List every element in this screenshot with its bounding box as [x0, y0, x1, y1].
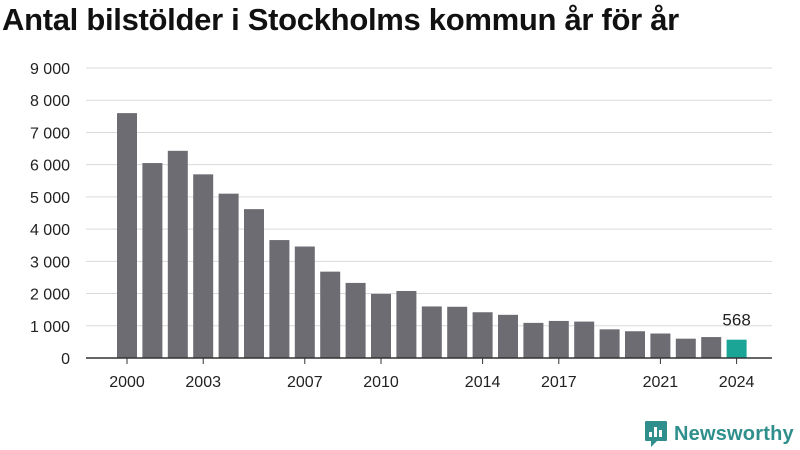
bar [244, 209, 264, 358]
y-tick-label: 5 000 [30, 190, 70, 207]
x-axis-tick-labels: 2000 2003 2007 2010 2014 2017 2021 2024 [109, 374, 754, 391]
y-tick-label: 9 000 [30, 61, 70, 78]
y-tick-label: 7 000 [30, 125, 70, 142]
bar [320, 271, 341, 358]
bar [447, 306, 468, 358]
y-tick-label: 4 000 [30, 222, 70, 239]
newsworthy-logo: Newsworthy [644, 419, 794, 449]
bar [625, 331, 645, 358]
y-tick-label: 6 000 [30, 158, 70, 175]
y-tick-label: 8 000 [30, 93, 70, 110]
newsworthy-logo-icon [645, 421, 667, 447]
bar [117, 113, 137, 358]
bar [294, 246, 315, 358]
bar [523, 322, 544, 358]
bar [498, 314, 518, 358]
gridlines [86, 67, 772, 327]
bar [371, 293, 391, 358]
chart-title: Antal bilstölder i Stockholms kommun år … [2, 2, 679, 37]
x-tick-label: 2003 [185, 374, 221, 391]
x-tick-label: 2000 [109, 374, 145, 391]
bar [726, 339, 747, 358]
bar [701, 337, 722, 358]
x-tick-label: 2014 [465, 374, 501, 391]
x-tick-label: 2024 [719, 374, 755, 391]
bar [167, 150, 188, 358]
bar [193, 174, 214, 358]
bar [142, 163, 163, 358]
bars [117, 113, 747, 358]
x-axis-ticks [126, 358, 738, 364]
bar [675, 338, 696, 358]
y-tick-label: 1 000 [30, 319, 70, 336]
y-tick-label: 0 [61, 351, 70, 368]
bar [345, 282, 366, 358]
brand-name: Newsworthy [674, 422, 794, 445]
y-axis-tick-labels: 0 1 000 2 000 3 000 4 000 5 000 6 000 7 000 8 00… [30, 61, 70, 368]
x-tick-label: 2017 [541, 374, 577, 391]
bar [548, 320, 569, 358]
bar [269, 240, 290, 358]
y-tick-label: 3 000 [30, 254, 70, 271]
y-tick-label: 2 000 [30, 287, 70, 304]
bar [599, 329, 620, 358]
bar [421, 306, 442, 358]
bar [650, 333, 671, 358]
x-tick-label: 2021 [643, 374, 679, 391]
bar [472, 312, 493, 358]
data-labels: 568 [722, 311, 750, 330]
bar [574, 321, 595, 358]
x-tick-label: 2007 [287, 374, 323, 391]
x-tick-label: 2010 [363, 374, 399, 391]
data-label: 568 [722, 311, 750, 330]
bar [396, 290, 417, 358]
bar [218, 193, 239, 358]
